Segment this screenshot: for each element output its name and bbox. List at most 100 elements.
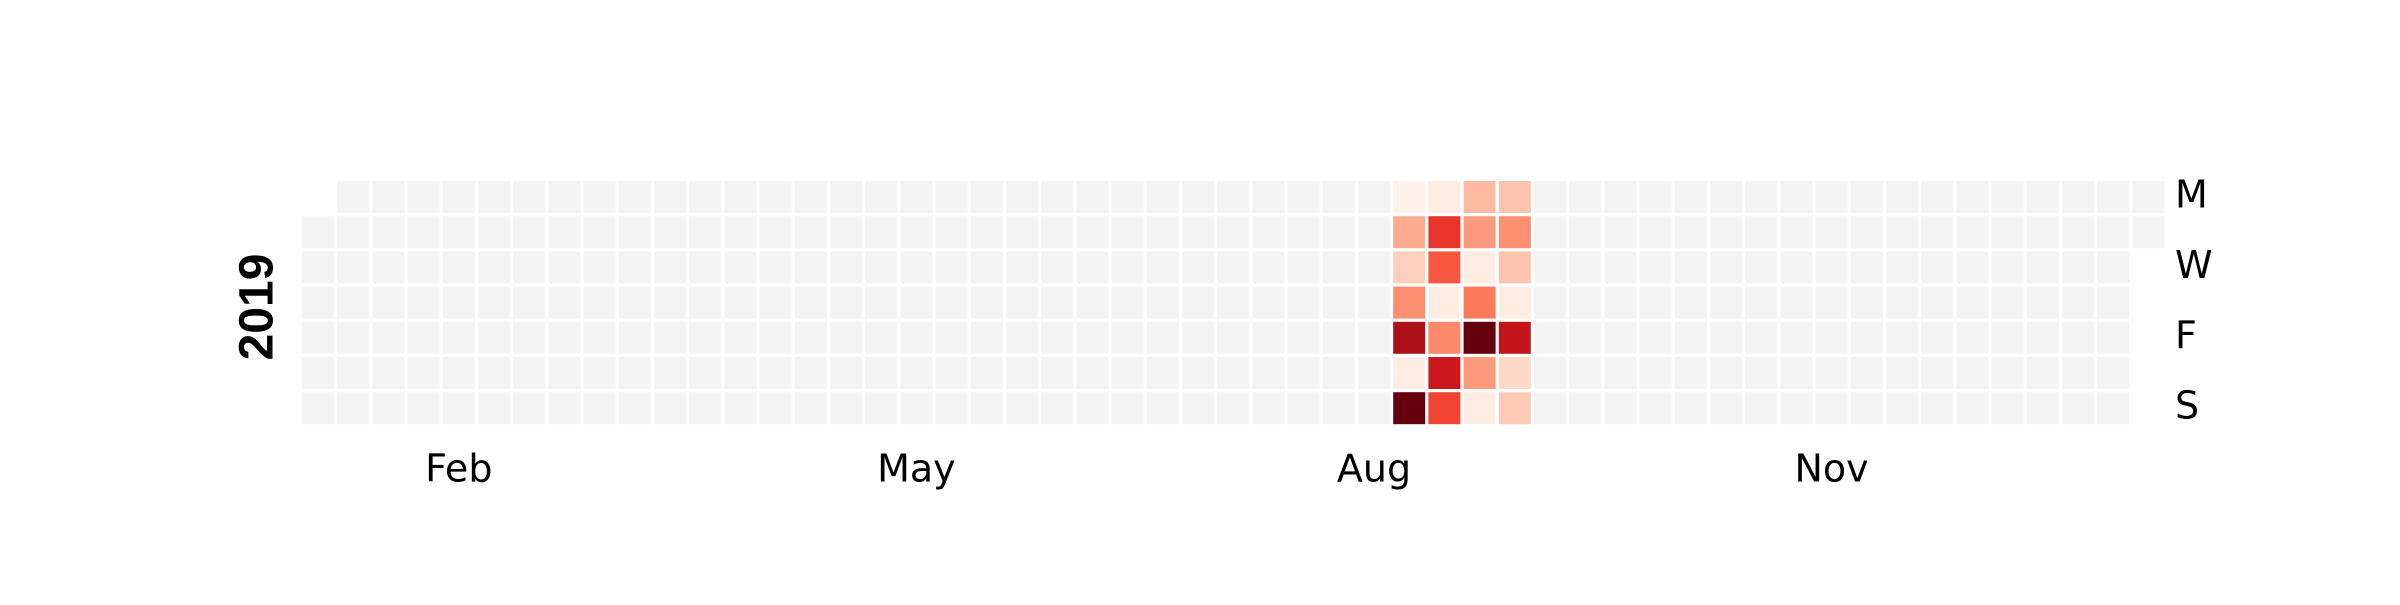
- heatmap-cell-2019-07-14: [1252, 392, 1285, 425]
- heatmap-cell-2019-12-10: [2026, 216, 2059, 249]
- heatmap-cell-2019-02-17: [513, 392, 546, 425]
- heatmap-cell-2019-06-10: [1111, 181, 1144, 213]
- heatmap-cell-2019-09-30: [1674, 181, 1707, 213]
- heatmap-cell-2019-01-07: [337, 181, 370, 213]
- heatmap-cell-2019-07-11: [1252, 286, 1285, 319]
- heatmap-cell-2019-06-09: [1076, 392, 1109, 425]
- heatmap-cell-2019-11-24: [1921, 392, 1954, 425]
- heatmap-cell-2019-04-06: [759, 357, 792, 389]
- heatmap-cell-2019-05-29: [1041, 251, 1074, 284]
- heatmap-cell-2019-12-06: [1991, 321, 2024, 354]
- heatmap-cell-2019-10-03: [1674, 286, 1707, 319]
- heatmap-cell-2019-08-29: [1498, 286, 1531, 319]
- heatmap-cell-2019-06-03: [1076, 181, 1109, 213]
- heatmap-cell-2019-12-26: [2097, 286, 2130, 319]
- heatmap-cell-2019-08-20: [1463, 216, 1496, 249]
- heatmap-cell-2019-04-15: [830, 181, 862, 213]
- heatmap-cell-2019-04-28: [865, 392, 898, 425]
- heatmap-cell-2019-09-21: [1604, 357, 1637, 389]
- heatmap-cell-2019-03-19: [689, 216, 722, 249]
- heatmap-cell-2019-08-01: [1358, 286, 1390, 319]
- heatmap-cell-2019-01-29: [442, 216, 475, 249]
- heatmap-cell-2019-09-18: [1604, 251, 1637, 284]
- heatmap-cell-2019-04-05: [759, 321, 792, 354]
- heatmap-cell-2019-04-19: [830, 321, 862, 354]
- heatmap-cell-2019-10-24: [1780, 286, 1813, 319]
- heatmap-cell-2019-11-10: [1850, 392, 1883, 425]
- month-label-feb: Feb: [425, 447, 492, 491]
- heatmap-cell-2019-10-29: [1815, 216, 1848, 249]
- heatmap-cell-2019-07-09: [1252, 216, 1285, 249]
- heatmap-cell-2019-09-15: [1569, 392, 1602, 425]
- heatmap-cell-2019-07-01: [1217, 181, 1250, 213]
- heatmap-cell-2019-09-16: [1604, 181, 1637, 213]
- heatmap-cell-2019-01-17: [372, 286, 405, 319]
- heatmap-cell-2019-12-24: [2097, 216, 2130, 249]
- month-label-nov: Nov: [1795, 447, 1869, 491]
- heatmap-cell-2019-12-11: [2026, 251, 2059, 284]
- heatmap-cell-2019-03-03: [583, 392, 616, 425]
- heatmap-cell-2019-07-28: [1322, 392, 1355, 425]
- heatmap-cell-2019-02-11: [513, 181, 546, 213]
- heatmap-cell-2019-04-09: [794, 216, 827, 249]
- heatmap-cell-2019-07-27: [1322, 357, 1355, 389]
- weekday-label-0: M: [2175, 173, 2208, 217]
- heatmap-cell-2019-01-22: [407, 216, 440, 249]
- heatmap-cell-2019-12-16: [2062, 181, 2094, 213]
- heatmap-cell-2019-06-29: [1182, 357, 1214, 389]
- heatmap-cell-2019-08-23: [1463, 321, 1496, 354]
- heatmap-cell-2019-06-13: [1111, 286, 1144, 319]
- heatmap-cell-2019-11-22: [1921, 321, 1954, 354]
- heatmap-cell-2019-07-18: [1287, 286, 1320, 319]
- heatmap-cell-2019-08-04: [1358, 392, 1390, 425]
- heatmap-cell-2019-08-13: [1428, 216, 1461, 249]
- heatmap-cell-2019-02-20: [548, 251, 581, 284]
- heatmap-cell-2019-04-25: [865, 286, 898, 319]
- heatmap-cell-2019-12-21: [2062, 357, 2094, 389]
- heatmap-cell-2019-09-06: [1534, 321, 1566, 354]
- heatmap-cell-2019-08-10: [1393, 357, 1426, 389]
- heatmap-cell-2019-11-13: [1886, 251, 1918, 284]
- heatmap-cell-2019-04-10: [794, 251, 827, 284]
- heatmap-cell-2019-12-27: [2097, 321, 2130, 354]
- heatmap-cell-2019-05-09: [935, 286, 968, 319]
- heatmap-cell-2019-06-01: [1041, 357, 1074, 389]
- heatmap-cell-2019-09-01: [1498, 392, 1531, 425]
- heatmap-cell-2019-05-23: [1006, 286, 1038, 319]
- heatmap-cell-2019-09-09: [1569, 181, 1602, 213]
- heatmap-cell-2019-09-03: [1534, 216, 1566, 249]
- heatmap-cell-2019-05-21: [1006, 216, 1038, 249]
- heatmap-cell-2019-10-27: [1780, 392, 1813, 425]
- heatmap-cell-2019-09-10: [1569, 216, 1602, 249]
- heatmap-cell-2019-08-15: [1428, 286, 1461, 319]
- heatmap-cell-2019-01-31: [442, 286, 475, 319]
- heatmap-cell-2019-03-30: [724, 357, 757, 389]
- heatmap-cell-2019-10-31: [1815, 286, 1848, 319]
- month-label-aug: Aug: [1337, 447, 1411, 491]
- heatmap-cell-2019-06-05: [1076, 251, 1109, 284]
- heatmap-cell-2019-02-19: [548, 216, 581, 249]
- heatmap-cell-2019-11-29: [1956, 321, 1989, 354]
- heatmap-cell-2019-12-18: [2062, 251, 2094, 284]
- heatmap-cell-2019-07-06: [1217, 357, 1250, 389]
- heatmap-cell-2019-06-14: [1111, 321, 1144, 354]
- heatmap-cell-2019-08-16: [1428, 321, 1461, 354]
- heatmap-cell-2019-03-21: [689, 286, 722, 319]
- heatmap-cell-2019-02-08: [478, 321, 510, 354]
- heatmap-cell-2019-02-10: [478, 392, 510, 425]
- heatmap-cell-2019-10-11: [1710, 321, 1742, 354]
- heatmap-cell-2019-11-18: [1921, 181, 1954, 213]
- heatmap-cell-2019-10-04: [1674, 321, 1707, 354]
- heatmap-cell-2019-03-14: [654, 286, 686, 319]
- heatmap-cell-2019-07-16: [1287, 216, 1320, 249]
- heatmap-cell-2019-01-27: [407, 392, 440, 425]
- month-axis-labels: Feb May Aug Nov: [425, 447, 1869, 491]
- heatmap-cell-2019-06-23: [1146, 392, 1179, 425]
- heatmap-cell-2019-08-18: [1428, 392, 1461, 425]
- heatmap-cell-2019-09-13: [1569, 321, 1602, 354]
- heatmap-cell-2019-02-21: [548, 286, 581, 319]
- heatmap-cell-2019-09-11: [1569, 251, 1602, 284]
- heatmap-cell-2019-05-06: [935, 181, 968, 213]
- heatmap-cell-2019-02-23: [548, 357, 581, 389]
